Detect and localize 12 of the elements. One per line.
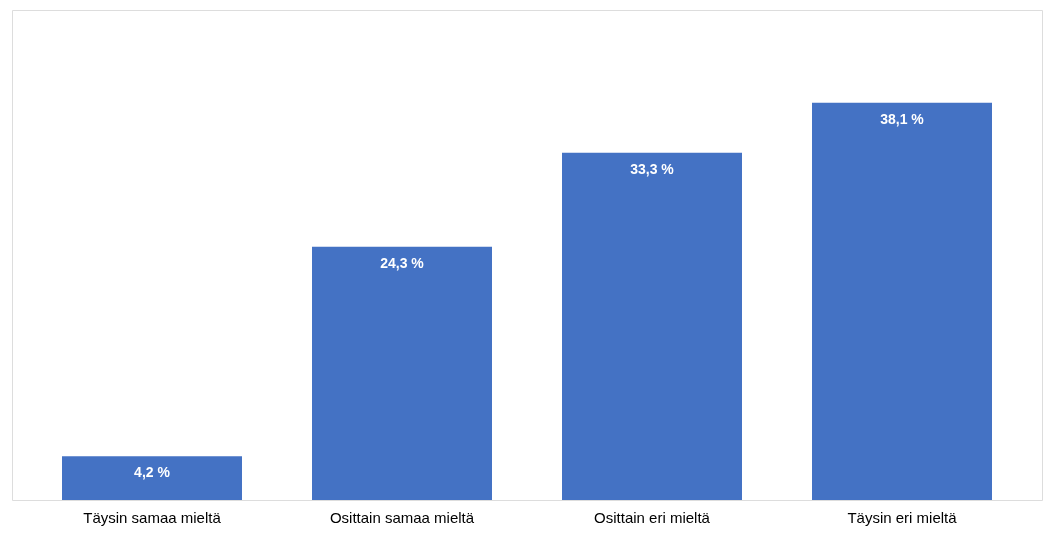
- bar: [62, 456, 242, 500]
- x-tick-label: Osittain samaa mieltä: [329, 508, 475, 526]
- data-label: 38,1 %: [880, 110, 925, 127]
- bar: [562, 152, 742, 500]
- bar: [812, 102, 992, 500]
- bar: [312, 246, 492, 500]
- data-label: 24,3 %: [380, 254, 425, 271]
- data-label: 4,2 %: [134, 464, 171, 481]
- x-tick-label: Täysin eri mieltä: [847, 508, 958, 526]
- data-label: 33,3 %: [630, 160, 675, 177]
- x-tick-label: Täysin samaa mieltä: [83, 508, 222, 526]
- x-tick-label: Osittain eri mieltä: [594, 508, 711, 526]
